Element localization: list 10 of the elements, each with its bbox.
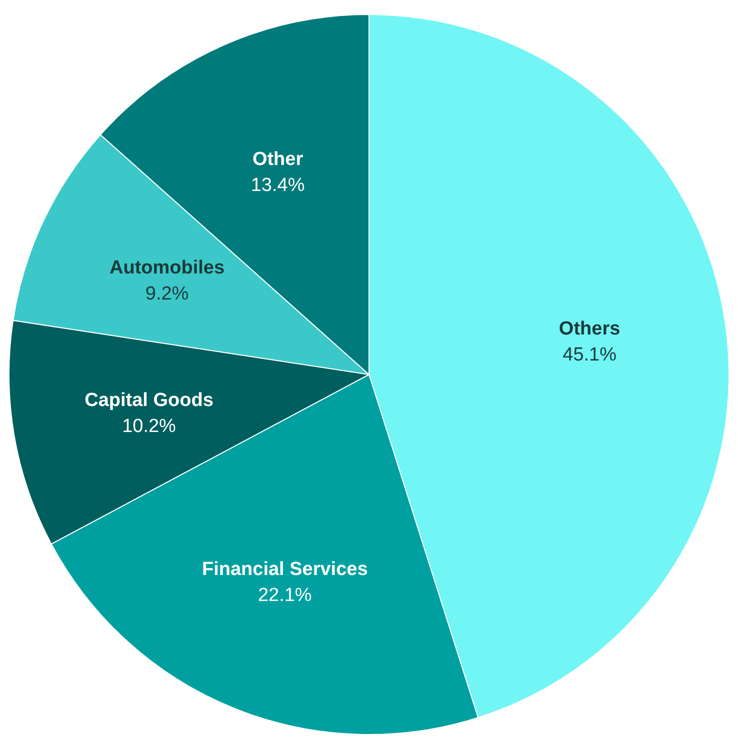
data-label: 13.4% xyxy=(250,174,305,196)
data-label: 9.2% xyxy=(145,283,189,304)
slice-label: Capital Goods xyxy=(84,390,214,412)
slice-label: Financial Services xyxy=(202,559,368,580)
slice-label: Automobiles xyxy=(110,257,225,278)
data-label: 45.1% xyxy=(562,344,617,366)
data-label: 10.2% xyxy=(122,416,176,438)
slice-label: Others xyxy=(558,318,620,340)
slice-label: Other xyxy=(252,148,304,170)
data-label: 22.1% xyxy=(258,585,312,606)
